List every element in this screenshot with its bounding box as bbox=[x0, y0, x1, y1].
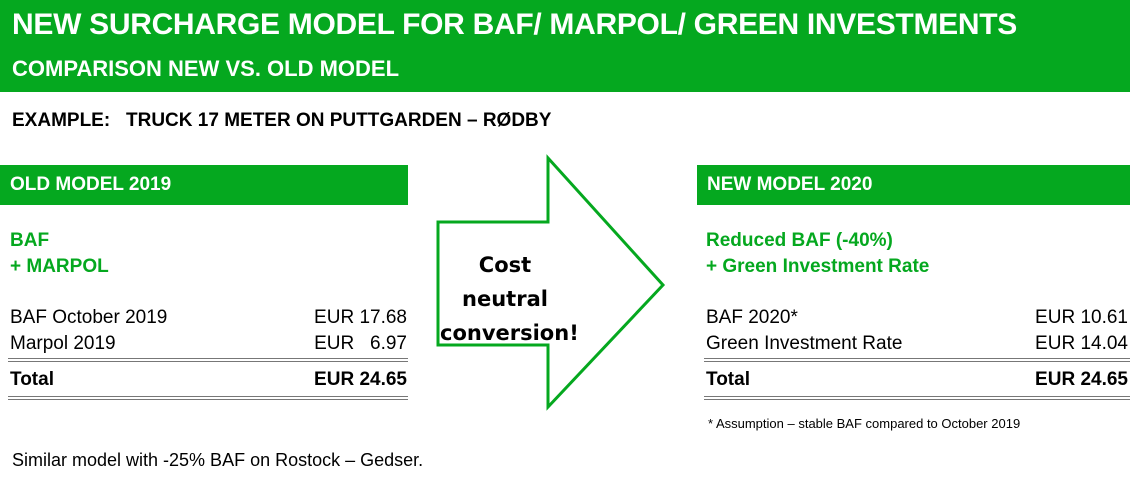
old-row: BAF October 2019 EUR 17.68 bbox=[10, 305, 407, 331]
row-value: EUR 17.68 bbox=[314, 307, 407, 328]
arrow-line-1: Cost neutral bbox=[462, 253, 548, 311]
new-total: Total EUR 24.65 bbox=[706, 367, 1128, 393]
row-label: Marpol 2019 bbox=[10, 333, 116, 354]
page-subtitle: COMPARISON NEW VS. OLD MODEL bbox=[12, 56, 400, 81]
divider bbox=[704, 396, 1130, 400]
row-value: EUR 10.61 bbox=[1035, 307, 1128, 328]
total-value: EUR 24.65 bbox=[314, 369, 407, 390]
old-total: Total EUR 24.65 bbox=[10, 367, 407, 393]
new-green-2: + Green Investment Rate bbox=[706, 256, 930, 277]
old-row: Marpol 2019 EUR 6.97 bbox=[10, 331, 407, 357]
total-label: Total bbox=[706, 369, 750, 390]
arrow-icon bbox=[436, 154, 666, 411]
row-label: BAF 2020* bbox=[706, 307, 798, 328]
total-label: Total bbox=[10, 369, 54, 390]
new-row: BAF 2020* EUR 10.61 bbox=[706, 305, 1128, 331]
new-row: Green Investment Rate EUR 14.04 bbox=[706, 331, 1128, 357]
row-label: BAF October 2019 bbox=[10, 307, 168, 328]
row-value: EUR 6.97 bbox=[314, 333, 407, 354]
divider bbox=[8, 358, 408, 362]
footnote: * Assumption – stable BAF compared to Oc… bbox=[708, 416, 1021, 431]
row-label: Green Investment Rate bbox=[706, 333, 903, 354]
old-green-2: + MARPOL bbox=[10, 256, 109, 277]
arrow-text: Cost neutral conversion! bbox=[440, 248, 579, 350]
row-value: EUR 14.04 bbox=[1035, 333, 1128, 354]
arrow-line-2: conversion! bbox=[440, 321, 579, 345]
header-band: NEW SURCHARGE MODEL FOR BAF/ MARPOL/ GRE… bbox=[0, 0, 1130, 92]
divider bbox=[704, 358, 1130, 362]
old-green-1: BAF bbox=[10, 230, 50, 251]
bottom-note: Similar model with -25% BAF on Rostock –… bbox=[12, 450, 424, 470]
example-line: EXAMPLE: TRUCK 17 METER ON PUTTGARDEN – … bbox=[12, 110, 552, 131]
old-model-heading: OLD MODEL 2019 bbox=[0, 165, 408, 205]
new-green-1: Reduced BAF (-40%) bbox=[706, 230, 893, 251]
divider bbox=[8, 396, 408, 400]
new-model-heading: NEW MODEL 2020 bbox=[697, 165, 1130, 205]
page-title: NEW SURCHARGE MODEL FOR BAF/ MARPOL/ GRE… bbox=[12, 8, 1017, 41]
total-value: EUR 24.65 bbox=[1035, 369, 1128, 390]
